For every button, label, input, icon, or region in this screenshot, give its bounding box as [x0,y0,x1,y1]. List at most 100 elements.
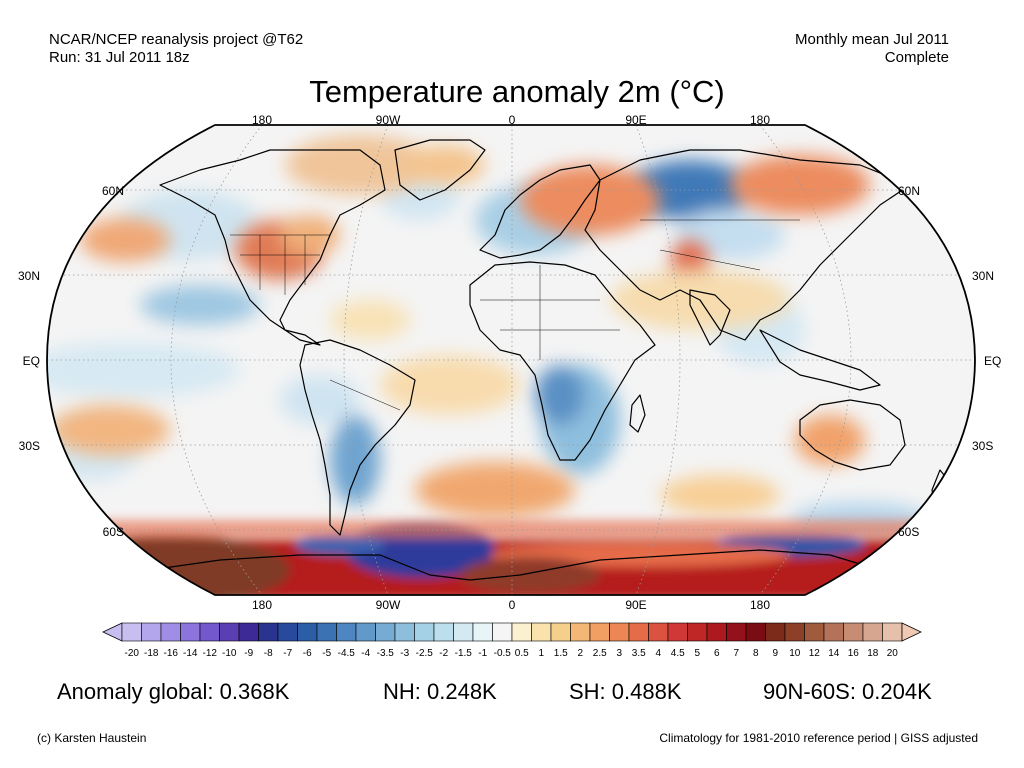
colorbar-swatch [141,622,162,642]
colorbar-tick-label: -4.5 [338,648,356,659]
colorbar-swatch [648,622,669,642]
map-body [47,125,975,595]
colorbar-tick-label: 7 [733,648,739,659]
colorbar-swatch [316,622,337,642]
colorbar-tick-label: -1 [478,648,487,659]
colorbar-swatch [492,622,513,642]
colorbar-swatch [589,622,610,642]
colorbar-tick-label: -12 [203,648,218,659]
colorbar-swatch [297,622,318,642]
colorbar-tick-label: -10 [222,648,237,659]
colorbar-swatch [394,622,415,642]
north-america-outline [159,149,386,346]
lon-label-top-1: 180 [252,113,272,127]
asia-outline [584,149,911,341]
colorbar-swatch [706,622,727,642]
colorbar-tick-label: 4 [655,648,661,659]
lon-label-top-4: 90E [625,113,646,127]
colorbar-swatch [667,622,688,642]
lon-label-top-5: 180 [750,113,770,127]
colorbar-tick-label: 9 [772,648,778,659]
colorbar-tick-label: 3.5 [632,648,646,659]
climatology-note: Climatology for 1981-2010 reference peri… [659,731,978,745]
colorbar-swatch [609,622,630,642]
colorbar-tick-label: 20 [887,648,899,659]
australia-outline [799,399,906,471]
coastlines [149,139,949,581]
colorbar-tick-label: 3 [616,648,622,659]
colorbar-tick-label: -2.5 [416,648,434,659]
colorbar-swatch [726,622,747,642]
lon-label-top-2: 90W [376,113,401,127]
colorbar-swatch [433,622,454,642]
colorbar-high-arrow [901,622,922,642]
nh-anomaly: NH: 0.248K [383,679,497,704]
colorbar-swatch [804,622,825,642]
lat-label-right-2: 30N [972,269,994,283]
colorbar-swatch [628,622,649,642]
colorbar-tick-labels: -20 -18 -16 -14 -12 -10 -9 -8 -7 -6 -5 -4.5 -4 -3.5 -3… [125,648,899,659]
colorbar-swatch [472,622,493,642]
india-outline [689,289,731,346]
colorbar-tick-label: 1.5 [554,648,568,659]
lat-label-right-5: 60S [898,525,919,539]
colorbar-swatches [121,622,903,642]
colorbar-swatch [687,622,708,642]
credit-label: (c) Karsten Haustein [37,731,147,745]
colorbar-tick-label: 16 [848,648,860,659]
colorbar-tick-label: 8 [753,648,759,659]
colorbar-swatch [160,622,181,642]
lat-label-right-4: 30S [972,439,993,453]
colorbar-swatch [843,622,864,642]
colorbar-swatch [238,622,259,642]
colorbar-tick-label: -14 [183,648,198,659]
colorbar-tick-label: 0.5 [515,648,529,659]
africa-outline [469,261,656,461]
greenland-outline [394,139,486,201]
colorbar-swatch [511,622,532,642]
colorbar-swatch [258,622,279,642]
colorbar-swatch [862,622,883,642]
map-frame [46,124,976,596]
colorbar-swatch [453,622,474,642]
colorbar-swatch [550,622,571,642]
lat-label-left-5: 60S [103,525,124,539]
colorbar-tick-label: -20 [125,648,140,659]
lat-label-left-1: 60N [102,184,124,198]
colorbar-tick-label: 12 [809,648,821,659]
southeast-asia-outline [759,329,881,391]
graticule [47,125,975,595]
colorbar-tick-label: 10 [789,648,801,659]
colorbar-tick-label: 1 [538,648,544,659]
colorbar-swatch [414,622,435,642]
colorbar-swatch [745,622,766,642]
colorbar-swatch [570,622,591,642]
colorbar-tick-label: -4 [361,648,370,659]
colorbar-swatch [882,622,903,642]
lon-label-bottom-4: 90E [625,598,646,612]
status-label: Complete [884,49,949,66]
colorbar-swatch [121,622,142,642]
colorbar-swatch [531,622,552,642]
colorbar-tick-label: -18 [144,648,159,659]
colorbar-tick-label: -5 [322,648,331,659]
colorbar-low-arrow [102,622,123,642]
colorbar-tick-label: 18 [867,648,879,659]
south-america-outline [299,339,416,536]
source-label: NCAR/NCEP reanalysis project @T62 [49,31,304,48]
colorbar-swatch [765,622,786,642]
colorbar-tick-label: -0.5 [494,648,512,659]
lat-label-left-2: 30N [18,269,40,283]
lon-label-bottom-1: 180 [252,598,272,612]
lat-label-left-3: EQ [23,354,40,368]
colorbar-tick-label: 5 [694,648,700,659]
colorbar-tick-label: 2 [577,648,583,659]
arctic-anomaly: 90N-60S: 0.204K [763,679,932,704]
lon-label-bottom-3: 0 [509,598,516,612]
colorbar-tick-label: -2 [439,648,448,659]
colorbar-swatch [375,622,396,642]
colorbar-tick-label: 14 [828,648,840,659]
colorbar-tick-label: -3 [400,648,409,659]
